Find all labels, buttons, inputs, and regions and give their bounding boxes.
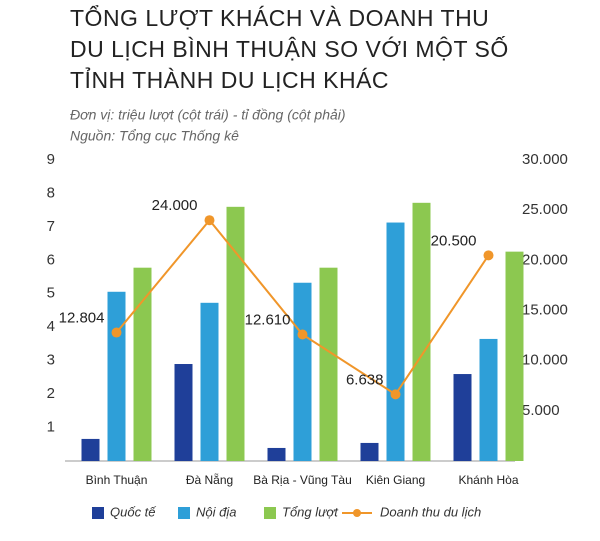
x-tick-label: Bà Rịa - Vũng Tàu (253, 473, 352, 487)
y2-tick-label: 5.000 (522, 402, 560, 419)
y-tick-label: 5 (47, 285, 55, 302)
data-label: 12.610 (245, 311, 291, 328)
bar (319, 267, 338, 461)
chart-title: TỔNG LƯỢT KHÁCH VÀ DOANH THU (70, 4, 489, 31)
y-tick-label: 8 (47, 184, 55, 201)
bar (81, 438, 100, 461)
legend-label: Tổng lượt (282, 504, 339, 519)
bar (479, 338, 498, 461)
subtitle: Đơn vị: triệu lượt (cột trái) - tỉ đồng … (70, 107, 346, 123)
chart-title: TỈNH THÀNH DU LỊCH KHÁC (70, 65, 389, 93)
y2-tick-label: 20.000 (522, 251, 568, 268)
y-tick-label: 9 (47, 151, 55, 168)
y2-tick-label: 30.000 (522, 151, 568, 168)
bar (412, 202, 431, 461)
line-point (483, 250, 494, 261)
legend-swatch (92, 507, 104, 519)
data-label: 20.500 (431, 232, 477, 249)
subtitle: Nguồn: Tổng cục Thống kê (70, 128, 239, 144)
x-tick-label: Bình Thuận (86, 473, 148, 487)
bar (505, 251, 524, 461)
y-tick-label: 7 (47, 218, 55, 235)
y2-tick-label: 25.000 (522, 201, 568, 218)
legend-swatch (178, 507, 190, 519)
x-tick-label: Khánh Hòa (458, 473, 518, 487)
y2-tick-label: 15.000 (522, 301, 568, 318)
x-tick-label: Đà Nẵng (186, 472, 233, 487)
legend-label: Nội địa (196, 504, 236, 519)
data-label: 24.000 (152, 197, 198, 214)
bar (174, 364, 193, 461)
bar (133, 267, 152, 461)
y-tick-label: 6 (47, 251, 55, 268)
x-tick-label: Kiên Giang (366, 473, 425, 487)
bar (293, 282, 312, 461)
bar (386, 222, 405, 461)
bar (200, 302, 219, 461)
y-tick-label: 4 (47, 318, 55, 335)
y-tick-label: 3 (47, 352, 55, 369)
legend-swatch (264, 507, 276, 519)
line-point (297, 329, 308, 340)
y-tick-label: 2 (47, 385, 55, 402)
chart-title: DU LỊCH BÌNH THUẬN SO VỚI MỘT SỐ (70, 35, 509, 62)
legend-label: Doanh thu du lịch (380, 504, 481, 519)
legend-marker (353, 509, 361, 517)
bar (226, 206, 245, 461)
legend-label: Quốc tế (110, 504, 156, 519)
bar (360, 442, 379, 461)
data-label: 6.638 (346, 371, 384, 388)
bar (453, 374, 472, 461)
y-tick-label: 1 (47, 419, 55, 436)
line-point (390, 389, 401, 400)
line-point (111, 327, 122, 338)
y2-tick-label: 10.000 (522, 352, 568, 369)
line-point (204, 215, 215, 226)
bar (267, 447, 286, 461)
bar (107, 291, 126, 461)
data-label: 12.804 (59, 310, 105, 327)
